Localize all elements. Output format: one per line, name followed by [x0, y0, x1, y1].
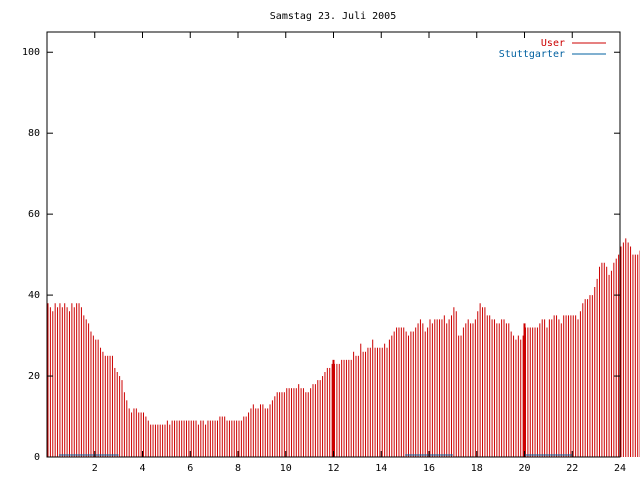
- y-axis: 0 20 40 60 80 100: [22, 47, 620, 463]
- x-tick-label: 18: [471, 463, 483, 474]
- bar-group: [47, 238, 640, 457]
- x-tick-label: 22: [566, 463, 578, 474]
- y-tick-label: 0: [34, 452, 40, 463]
- x-tick-label: 24: [614, 463, 626, 474]
- legend: User Stuttgarter: [499, 38, 606, 60]
- legend-label-stuttgarter: Stuttgarter: [499, 49, 565, 60]
- chart-title: Samstag 23. Juli 2005: [270, 11, 396, 22]
- x-tick-label: 10: [280, 463, 292, 474]
- y-tick-label: 60: [28, 209, 40, 220]
- y-tick-label: 80: [28, 128, 40, 139]
- x-tick-label: 16: [423, 463, 435, 474]
- x-tick-label: 2: [92, 463, 98, 474]
- x-tick-label: 12: [327, 463, 339, 474]
- x-tick-label: 8: [235, 463, 241, 474]
- x-tick-label: 20: [518, 463, 530, 474]
- x-tick-label: 14: [375, 463, 387, 474]
- y-tick-label: 40: [28, 290, 40, 301]
- y-tick-label: 100: [22, 47, 40, 58]
- x-axis: 2 4 6 8 10 12 14 16 18 20 22 24: [92, 32, 626, 474]
- legend-label-user: User: [541, 38, 565, 49]
- y-tick-label: 20: [28, 371, 40, 382]
- x-tick-label: 6: [187, 463, 193, 474]
- x-tick-label: 4: [139, 463, 145, 474]
